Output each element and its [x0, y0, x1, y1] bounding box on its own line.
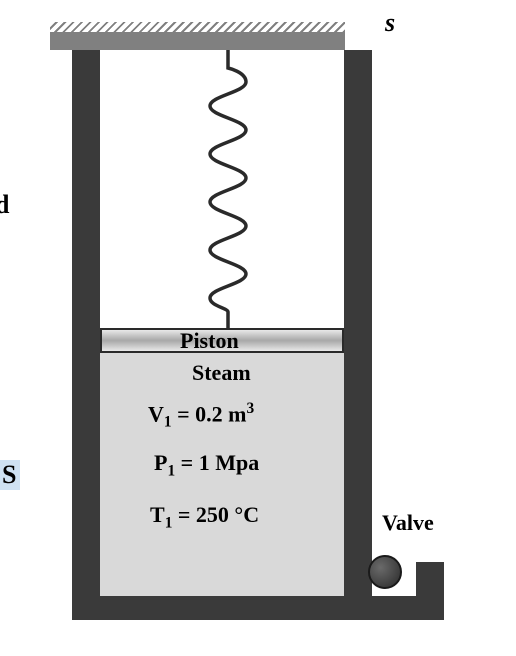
v1-sub: 1	[164, 414, 172, 431]
p1-var: P	[154, 450, 167, 475]
temperature-label: T1 = 250 °C	[150, 502, 259, 532]
pressure-label: P1 = 1 Mpa	[154, 450, 259, 480]
cylinder-wall-left	[72, 50, 100, 620]
cylinder-wall-valve-side	[416, 562, 444, 620]
p1-val: = 1 Mpa	[175, 450, 259, 475]
valve	[368, 555, 402, 589]
cylinder-wall-right	[344, 50, 372, 620]
ceiling-mount	[50, 32, 345, 50]
t1-val: = 250 °C	[172, 502, 259, 527]
label-d-left: d	[0, 190, 9, 220]
v1-eq: = 0.2 m	[172, 401, 247, 426]
diagram-container: s d S Piston Steam Valve V1 = 0.2 m3 P1 …	[0, 0, 516, 656]
volume-label: V1 = 0.2 m3	[148, 400, 254, 432]
t1-var: T	[150, 502, 165, 527]
spring	[208, 50, 248, 328]
p1-sub: 1	[167, 462, 175, 479]
label-s-left: S	[0, 460, 20, 490]
cylinder-wall-bottom	[72, 596, 444, 620]
piston-label: Piston	[180, 328, 239, 354]
ceiling-hatch	[50, 22, 345, 32]
valve-label: Valve	[382, 510, 434, 536]
label-s-top: s	[385, 8, 395, 38]
v1-sup: 3	[246, 400, 254, 417]
v1-var: V	[148, 401, 164, 426]
steam-label: Steam	[192, 360, 251, 386]
